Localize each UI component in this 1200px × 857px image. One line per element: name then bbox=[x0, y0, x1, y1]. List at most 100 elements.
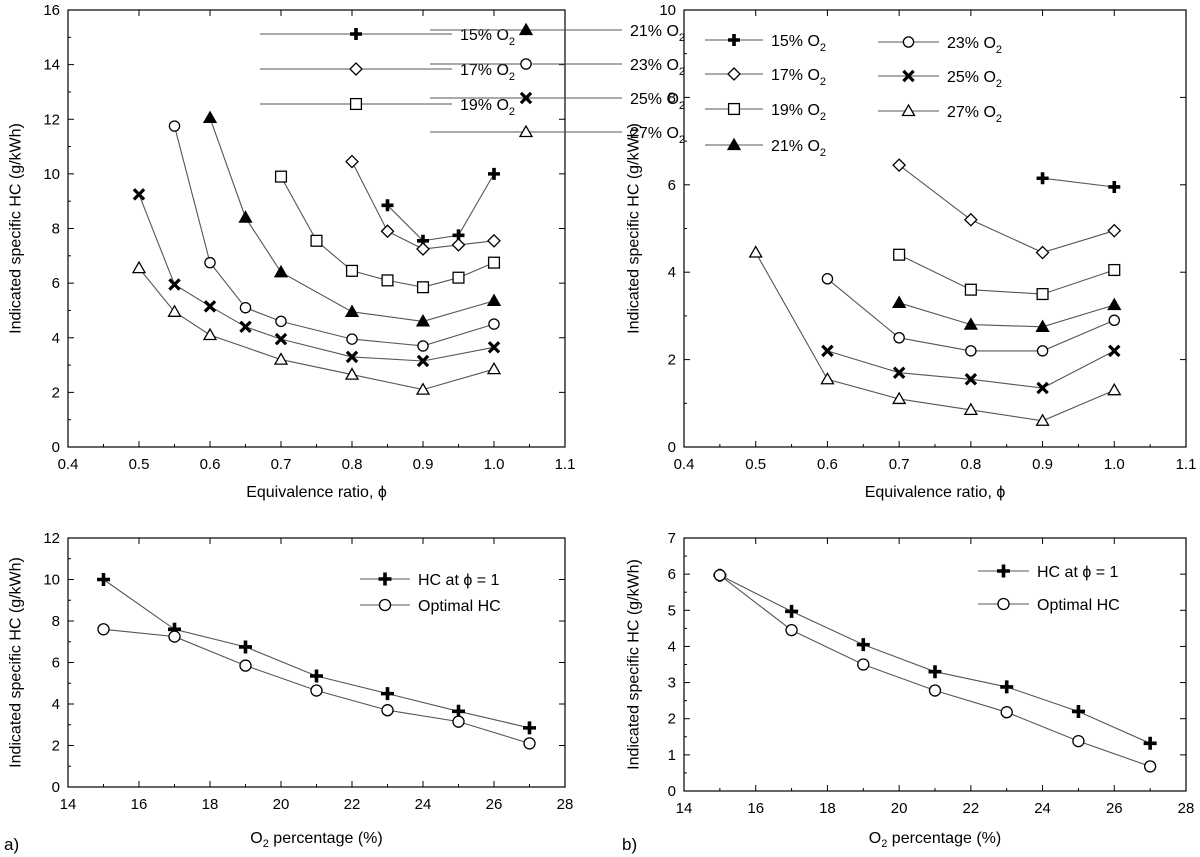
legend-item: Optimal HC bbox=[360, 598, 501, 615]
x-tick-label: 16 bbox=[747, 800, 764, 817]
data-point bbox=[381, 687, 394, 701]
data-point bbox=[202, 110, 218, 124]
x-tick-label: 22 bbox=[344, 796, 361, 813]
data-point bbox=[417, 340, 429, 352]
y-tick-label: 10 bbox=[43, 572, 60, 589]
y-tick-label: 2 bbox=[668, 711, 676, 728]
data-point bbox=[1035, 245, 1050, 260]
x-tick-label: 14 bbox=[676, 800, 693, 817]
x-tick-label: 28 bbox=[1178, 800, 1195, 817]
y-tick-label: 12 bbox=[43, 530, 60, 547]
x-tick-label: 0.9 bbox=[1032, 456, 1053, 473]
series-line bbox=[755, 252, 1115, 422]
y-axis-label: Indicated specific HC (g/kWh) bbox=[8, 557, 25, 768]
data-point bbox=[487, 341, 501, 354]
x-tick-label: 0.7 bbox=[889, 456, 910, 473]
series-line bbox=[209, 117, 495, 322]
legend-item: Optimal HC bbox=[978, 597, 1120, 614]
x-tick-label: 24 bbox=[1034, 800, 1051, 817]
legend-label: 25% O2 bbox=[947, 69, 1002, 90]
legend-marker bbox=[997, 564, 1010, 578]
legend-label: 23% O2 bbox=[630, 57, 685, 78]
data-point bbox=[381, 274, 394, 287]
x-tick-label: 0.4 bbox=[674, 456, 695, 473]
data-point bbox=[488, 318, 500, 330]
series-plus bbox=[97, 573, 536, 735]
data-point bbox=[380, 224, 395, 239]
legend: 15% O2 17% O2 19% O2 21% O2 23% O2 25% O2 27% … bbox=[705, 33, 1002, 159]
y-tick-label: 3 bbox=[668, 675, 676, 692]
chart-b-top: 0.4 0.5 0.6 0.7 0.8 0.9 1.0 1.1 0 2 4 6 8 10 Indicated… bbox=[626, 2, 1197, 501]
data-point bbox=[415, 382, 431, 395]
legend-label: 23% O2 bbox=[947, 35, 1002, 56]
legend-item: HC at ϕ = 1 bbox=[360, 572, 500, 589]
y-tick-label: 6 bbox=[668, 177, 676, 194]
x-tick-label: 0.5 bbox=[745, 456, 766, 473]
data-point bbox=[310, 684, 323, 697]
y-tick-label: 2 bbox=[668, 352, 676, 369]
x-tick-label: 16 bbox=[131, 796, 148, 813]
legend-item: 27% O2 bbox=[878, 103, 1002, 125]
x-tick-label: 1.1 bbox=[1176, 456, 1197, 473]
legend-label: 21% O2 bbox=[630, 23, 685, 44]
data-point bbox=[1108, 180, 1121, 193]
series-plus bbox=[713, 568, 1157, 750]
panel-label-b: b) bbox=[622, 835, 637, 854]
y-tick-label: 0 bbox=[52, 779, 60, 796]
data-point bbox=[892, 295, 907, 308]
legend-label: 27% O2 bbox=[947, 104, 1002, 125]
series-square bbox=[274, 170, 501, 294]
y-tick-label: 6 bbox=[52, 655, 60, 672]
series-square bbox=[893, 248, 1121, 301]
series-cross bbox=[132, 188, 501, 368]
data-point bbox=[167, 304, 182, 317]
x-axis-label: O2 percentage (%) bbox=[869, 830, 1001, 850]
data-point bbox=[1036, 287, 1049, 301]
data-point bbox=[452, 271, 465, 284]
data-point bbox=[239, 659, 252, 672]
data-point bbox=[416, 242, 430, 256]
data-point bbox=[1108, 344, 1121, 358]
data-point bbox=[1108, 314, 1121, 327]
y-tick-label: 4 bbox=[52, 330, 60, 347]
legend-item: 15% O2 bbox=[705, 33, 826, 54]
y-tick-label: 10 bbox=[659, 2, 676, 19]
data-point bbox=[168, 120, 181, 132]
series-line bbox=[138, 267, 495, 391]
data-point bbox=[345, 264, 359, 277]
x-tick-label: 0.8 bbox=[960, 456, 981, 473]
legend-label: 27% O2 bbox=[630, 125, 685, 146]
y-tick-label: 6 bbox=[668, 566, 676, 583]
data-point bbox=[97, 573, 110, 586]
data-point bbox=[1072, 734, 1085, 748]
x-tick-label: 24 bbox=[415, 796, 432, 813]
data-point bbox=[344, 304, 360, 317]
legend-marker bbox=[728, 34, 740, 46]
data-point bbox=[168, 630, 181, 643]
legend-marker bbox=[519, 91, 533, 105]
y-tick-label: 14 bbox=[43, 57, 60, 74]
data-point bbox=[713, 569, 727, 582]
legend-item: 17% O2 bbox=[260, 62, 515, 83]
legend: HC at ϕ = 1 Optimal HC bbox=[360, 572, 501, 615]
legend-item: 27% O2 bbox=[430, 124, 685, 146]
data-point bbox=[893, 248, 906, 261]
data-point bbox=[963, 212, 978, 227]
x-tick-label: 0.8 bbox=[342, 456, 363, 473]
legend-item: 23% O2 bbox=[430, 57, 685, 78]
y-axis-label: Indicated specific HC (g/kWh) bbox=[626, 559, 643, 770]
chart-a-top: 0.4 0.5 0.6 0.7 0.8 0.9 1.0 1.1 0 2 4 6 8 10 12 14 16 Ind… bbox=[8, 2, 686, 501]
data-point bbox=[1036, 345, 1049, 357]
x-tick-label: 1.1 bbox=[555, 456, 576, 473]
series-line bbox=[898, 302, 1115, 328]
data-point bbox=[1035, 319, 1050, 332]
data-point bbox=[1107, 223, 1122, 238]
series-line bbox=[138, 194, 495, 362]
legend-item: 19% O2 bbox=[260, 97, 515, 118]
data-point bbox=[381, 199, 394, 212]
legend-marker bbox=[378, 572, 392, 586]
data-point bbox=[892, 158, 907, 173]
legend-label: 17% O2 bbox=[460, 62, 515, 83]
legend-marker bbox=[349, 97, 363, 111]
